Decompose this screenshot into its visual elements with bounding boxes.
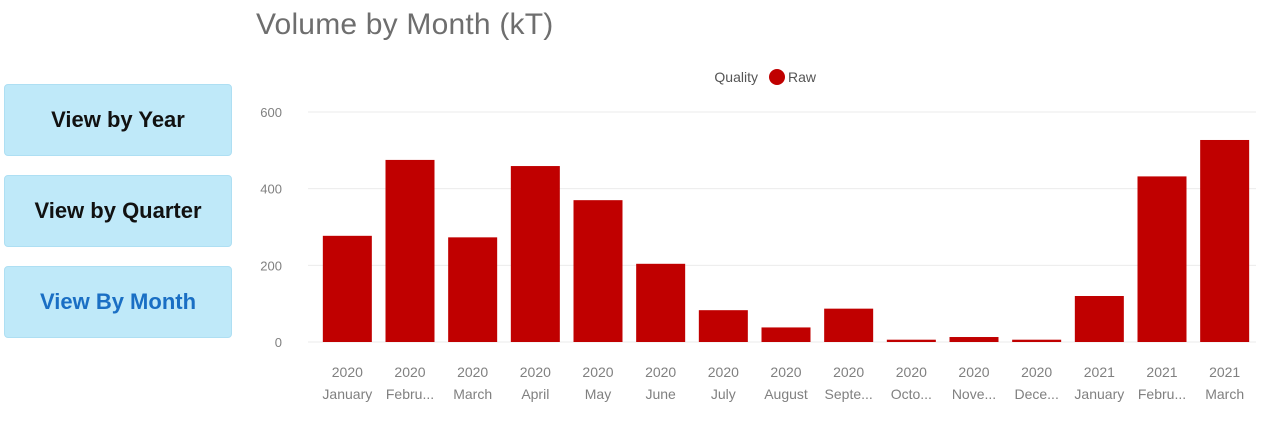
- x-tick-label-year: 2020: [958, 364, 989, 380]
- x-tick-label-month: July: [711, 386, 736, 402]
- x-tick-label-month: Febru...: [1138, 386, 1186, 402]
- view-by-quarter-button[interactable]: View by Quarter: [4, 175, 232, 247]
- bar: [698, 310, 748, 342]
- bar: [1137, 176, 1187, 342]
- bar: [1074, 296, 1124, 342]
- x-tick-label-month: Septe...: [825, 386, 873, 402]
- y-tick-label: 0: [275, 335, 282, 350]
- x-tick-label-year: 2020: [1021, 364, 1052, 380]
- x-tick-label-year: 2020: [332, 364, 363, 380]
- x-tick-label-month: August: [764, 386, 808, 402]
- bar: [573, 200, 623, 342]
- bar: [322, 235, 372, 342]
- x-tick-label-year: 2020: [708, 364, 739, 380]
- legend-marker: [769, 69, 785, 85]
- bar: [1012, 339, 1062, 342]
- x-tick-label-year: 2021: [1209, 364, 1240, 380]
- x-tick-label-month: Nove...: [952, 386, 996, 402]
- bar: [824, 308, 874, 342]
- x-tick-label-month: Febru...: [386, 386, 434, 402]
- x-tick-label-year: 2020: [833, 364, 864, 380]
- y-tick-label: 600: [260, 105, 282, 120]
- bar: [949, 337, 999, 342]
- x-tick-label-year: 2020: [394, 364, 425, 380]
- x-tick-label-year: 2020: [645, 364, 676, 380]
- x-tick-label-month: June: [645, 386, 676, 402]
- bar: [510, 166, 560, 342]
- x-tick-label-year: 2021: [1146, 364, 1177, 380]
- legend-label: Raw: [788, 69, 817, 85]
- chart-title: Volume by Month (kT): [256, 8, 554, 41]
- x-tick-label-month: January: [1074, 386, 1124, 402]
- x-tick-label-month: Dece...: [1014, 386, 1058, 402]
- x-tick-label-year: 2020: [520, 364, 551, 380]
- x-tick-label-year: 2020: [770, 364, 801, 380]
- view-by-year-button[interactable]: View by Year: [4, 84, 232, 156]
- y-tick-label: 200: [260, 258, 282, 273]
- bar: [886, 339, 936, 342]
- legend-title: Quality: [714, 69, 758, 85]
- x-tick-label-month: April: [521, 386, 549, 402]
- x-tick-label-year: 2020: [896, 364, 927, 380]
- x-tick-label-month: March: [1205, 386, 1244, 402]
- bar: [448, 237, 498, 342]
- y-tick-label: 400: [260, 182, 282, 197]
- bar: [385, 159, 435, 342]
- x-tick-label-month: January: [322, 386, 372, 402]
- bar: [636, 263, 686, 342]
- x-tick-label-month: Octo...: [891, 386, 932, 402]
- x-tick-label-year: 2020: [582, 364, 613, 380]
- x-tick-label-month: May: [585, 386, 611, 402]
- x-tick-label-year: 2020: [457, 364, 488, 380]
- x-tick-label-year: 2021: [1084, 364, 1115, 380]
- bar: [1200, 139, 1250, 342]
- x-tick-label-month: March: [453, 386, 492, 402]
- view-by-month-button[interactable]: View By Month: [4, 266, 232, 338]
- bar: [761, 327, 811, 342]
